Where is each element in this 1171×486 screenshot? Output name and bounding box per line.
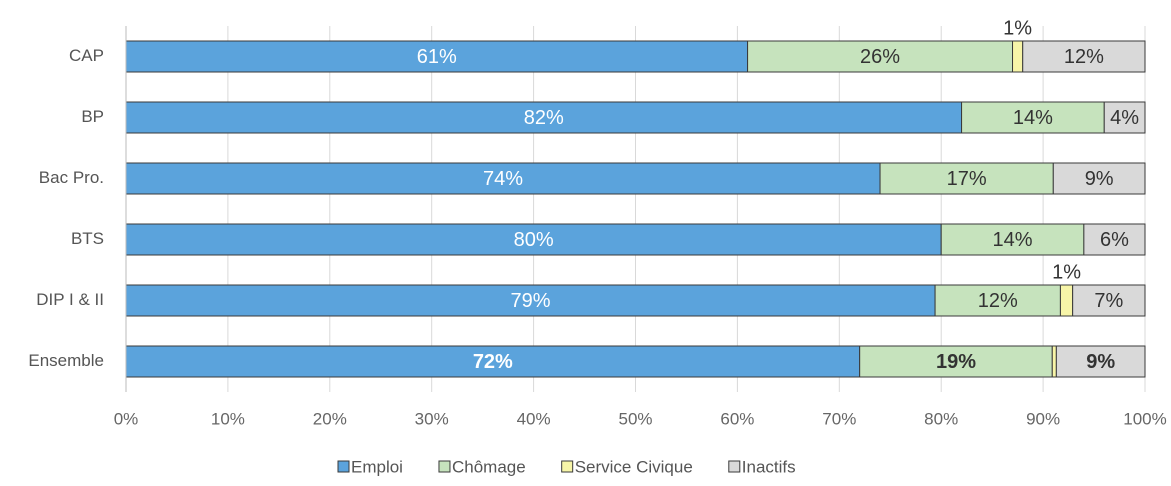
legend-label: Service Civique <box>575 457 693 476</box>
bar-segment <box>940 223 1085 256</box>
bar-segment <box>1083 223 1146 256</box>
value-label: 14% <box>1013 107 1053 129</box>
value-label: 61% <box>417 46 457 68</box>
bar-segment <box>125 284 936 317</box>
value-label: 6% <box>1100 229 1129 251</box>
value-label: 9% <box>1085 168 1114 190</box>
value-label: 74% <box>483 168 523 190</box>
value-label: 14% <box>993 229 1033 251</box>
legend-swatch <box>728 460 741 473</box>
bar-segment <box>859 345 1053 378</box>
x-tick-label: 0% <box>114 409 139 428</box>
bar-segment <box>125 345 861 378</box>
y-tick-label: Ensemble <box>28 351 104 370</box>
x-tick-label: 10% <box>211 409 245 428</box>
value-label: 12% <box>1064 46 1104 68</box>
x-tick-label: 60% <box>720 409 754 428</box>
bar-segment <box>1051 345 1057 378</box>
value-label: 82% <box>524 107 564 129</box>
legend-label: Emploi <box>351 457 403 476</box>
value-label: 1% <box>1052 261 1081 283</box>
legend-swatch <box>438 460 451 473</box>
value-label: 80% <box>514 229 554 251</box>
value-label: 79% <box>511 290 551 312</box>
value-label: 12% <box>978 290 1018 312</box>
x-tick-label: 70% <box>822 409 856 428</box>
x-tick-label: 100% <box>1123 409 1166 428</box>
legend-swatch <box>337 460 350 473</box>
value-label: 17% <box>947 168 987 190</box>
legend-label: Chômage <box>452 457 526 476</box>
bar-segment <box>961 101 1105 134</box>
bar-segment <box>125 101 963 134</box>
value-label: 72% <box>473 351 513 373</box>
bar-segment <box>1012 40 1024 73</box>
bar-segment <box>1022 40 1146 73</box>
y-tick-label: BTS <box>71 229 104 248</box>
y-tick-label: DIP I & II <box>36 290 104 309</box>
x-tick-label: 20% <box>313 409 347 428</box>
x-tick-label: 90% <box>1026 409 1060 428</box>
x-tick-label: 50% <box>618 409 652 428</box>
x-tick-label: 40% <box>517 409 551 428</box>
bar-segment <box>125 162 881 195</box>
value-label: 7% <box>1094 290 1123 312</box>
bar-segment <box>1059 284 1074 317</box>
y-tick-label: CAP <box>69 46 104 65</box>
bar-segment <box>934 284 1061 317</box>
bar-segment <box>125 40 749 73</box>
bar-segment <box>1103 101 1146 134</box>
bar-segment <box>747 40 1014 73</box>
bar-segment <box>1072 284 1146 317</box>
value-label: 19% <box>936 351 976 373</box>
value-label: 9% <box>1086 351 1115 373</box>
legend-label: Inactifs <box>742 457 796 476</box>
y-tick-label: BP <box>81 107 104 126</box>
bar-segment <box>125 223 942 256</box>
x-tick-label: 30% <box>415 409 449 428</box>
value-label: 1% <box>1003 17 1032 39</box>
bar-segment <box>1052 162 1146 195</box>
legend-swatch <box>561 460 574 473</box>
value-label: 26% <box>860 46 900 68</box>
x-tick-label: 80% <box>924 409 958 428</box>
y-tick-label: Bac Pro. <box>39 168 104 187</box>
value-label: 4% <box>1110 107 1139 129</box>
bar-segment <box>1055 345 1146 378</box>
